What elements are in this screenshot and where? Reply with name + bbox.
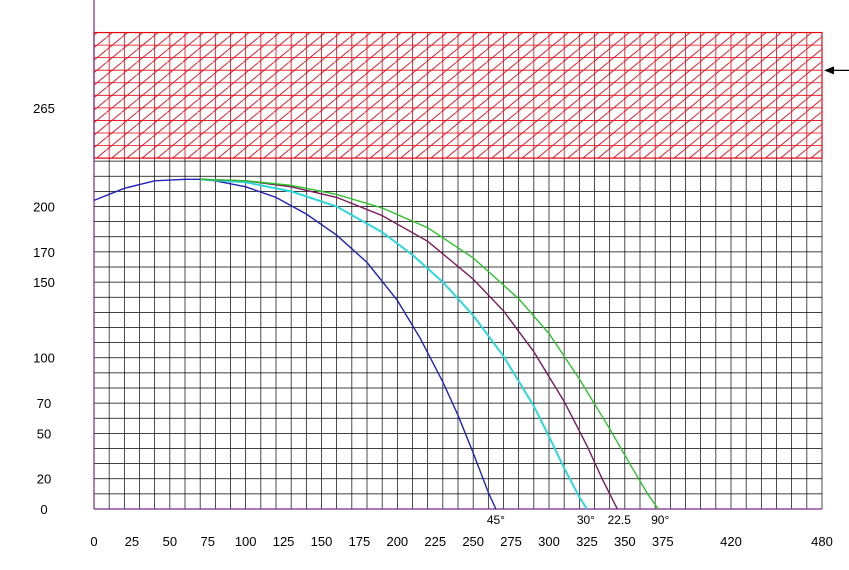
axes xyxy=(93,0,822,510)
x-tick-label: 250 xyxy=(462,534,484,549)
arrow-head xyxy=(824,66,834,75)
series-line-2 xyxy=(200,178,588,510)
y-tick-label: 100 xyxy=(33,351,55,366)
x-tick-label: 25 xyxy=(125,534,139,549)
angle-label-2: 30° xyxy=(577,513,595,527)
x-tick-label: 275 xyxy=(500,534,522,549)
x-tick-label: 350 xyxy=(614,534,636,549)
series-line-4 xyxy=(200,178,659,510)
angle-label-3: 22.5 xyxy=(608,513,632,527)
series-line-3 xyxy=(200,178,618,510)
x-tick-label: 0 xyxy=(90,534,97,549)
x-tick-labels: 0 25 50 75 100 125 150 175 200 225 250 275 300 325 350… xyxy=(90,534,832,549)
x-tick-label: 75 xyxy=(201,534,215,549)
x-tick-label: 100 xyxy=(235,534,257,549)
x-tick-label: 375 xyxy=(652,534,674,549)
y-tick-label: 0 xyxy=(40,502,47,517)
y-tick-label: 200 xyxy=(33,199,55,214)
x-tick-label: 200 xyxy=(386,534,408,549)
y-tick-label: 20 xyxy=(37,472,51,487)
y-tick-label: 265 xyxy=(33,101,55,116)
series-group xyxy=(93,178,659,510)
angle-labels: 45° 30° 22.5 90° xyxy=(487,513,670,527)
x-tick-label: 125 xyxy=(273,534,295,549)
arrow xyxy=(824,66,849,75)
band-hatch xyxy=(94,32,822,159)
x-tick-label: 150 xyxy=(311,534,333,549)
angle-label-1: 45° xyxy=(487,513,505,527)
y-tick-label: 50 xyxy=(37,426,51,441)
x-tick-label: 50 xyxy=(163,534,177,549)
x-tick-label: 300 xyxy=(538,534,560,549)
x-tick-label: 420 xyxy=(720,534,742,549)
y-tick-label: 170 xyxy=(33,245,55,260)
y-tick-label: 150 xyxy=(33,275,55,290)
x-tick-label: 480 xyxy=(811,534,833,549)
x-tick-label: 225 xyxy=(424,534,446,549)
angle-label-4: 90° xyxy=(651,513,669,527)
x-tick-label: 325 xyxy=(576,534,598,549)
y-tick-labels: 0 20 50 70 100 150 170 200 265 xyxy=(33,101,55,517)
x-tick-label: 175 xyxy=(349,534,371,549)
y-tick-label: 70 xyxy=(37,396,51,411)
hatched-band xyxy=(93,31,823,159)
series-line-1 xyxy=(93,178,497,510)
